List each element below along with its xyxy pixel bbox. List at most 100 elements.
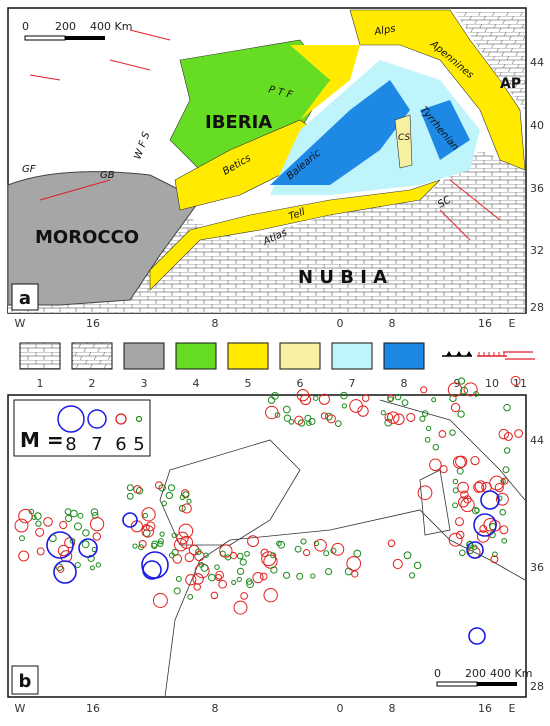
scale-label: 400 Km <box>90 20 132 33</box>
latitude-label: 40 <box>530 119 544 132</box>
magnitude-symbol <box>57 405 85 433</box>
magnitude-label: 5 <box>133 434 144 455</box>
latitude-label: 36 <box>530 561 544 574</box>
epicenter <box>351 570 359 578</box>
epicenter <box>74 561 81 569</box>
epicenter <box>494 483 504 493</box>
epicenter <box>126 492 134 500</box>
epicenter <box>270 566 278 574</box>
epicenter <box>193 583 201 591</box>
epicenter <box>394 393 402 401</box>
epicenter <box>325 568 333 576</box>
epicenter <box>173 537 188 552</box>
epicenter <box>138 544 144 551</box>
legend-label: 7 <box>349 377 356 390</box>
epicenter <box>178 504 186 512</box>
epicenter <box>142 529 151 537</box>
epicenter <box>419 415 426 422</box>
legend-swatch <box>279 342 321 370</box>
epicenter <box>276 540 282 547</box>
epicenter <box>447 382 463 397</box>
legend-label: 6 <box>297 377 304 390</box>
epicenter <box>270 552 277 559</box>
epicenter <box>401 399 409 406</box>
scale-label: 200 <box>55 20 76 33</box>
feature-label: Tell <box>287 207 307 223</box>
large-epicenter <box>46 531 74 559</box>
epicenter <box>346 556 362 571</box>
epicenter <box>420 386 428 394</box>
magnitude-prefix: M = <box>20 428 64 452</box>
epicenter <box>141 524 155 538</box>
epicenter <box>132 543 138 549</box>
epicenter <box>283 571 291 579</box>
epicenter <box>277 540 286 549</box>
epicenter <box>274 412 281 418</box>
epicenter <box>457 410 465 418</box>
epicenter <box>59 520 68 530</box>
longitude-label: 0 <box>337 317 344 330</box>
epicenter <box>460 386 469 395</box>
epicenter <box>282 405 291 414</box>
epicenter <box>318 393 330 405</box>
feature-label: Alps <box>373 23 397 38</box>
fault-lines <box>29 29 501 241</box>
epicenter <box>472 544 478 550</box>
epicenter <box>314 538 327 552</box>
epicenter <box>403 551 412 560</box>
epicenter <box>304 414 312 422</box>
alps-apennines-belt <box>349 9 526 171</box>
epicenter <box>91 511 99 519</box>
legend-swatch <box>383 342 425 370</box>
epicenter <box>239 558 247 566</box>
epicenter <box>299 394 312 406</box>
epicenter <box>165 491 173 500</box>
epicenter <box>357 405 369 417</box>
longitude-label: 16 <box>86 702 100 715</box>
epicenter <box>64 514 73 523</box>
epicenter <box>138 539 147 549</box>
epicenter <box>386 411 400 424</box>
epicenter <box>185 574 197 586</box>
corsica-sardinia <box>394 114 413 169</box>
epicenter <box>438 430 447 438</box>
large-epicenter <box>466 541 484 559</box>
epicenter <box>159 531 165 537</box>
magnitude-label: 7 <box>91 434 102 455</box>
legend: 1 2 3 4 5 6 7 8 9 10 11 <box>19 342 535 390</box>
epicenter <box>194 550 205 562</box>
magnitude-symbol <box>87 409 107 429</box>
magnitude-box <box>13 399 151 457</box>
legend-label: 11 <box>513 377 527 390</box>
epicenter <box>182 491 190 499</box>
epicenter <box>18 508 33 524</box>
legend-label: 4 <box>193 377 200 390</box>
longitude-label: 8 <box>389 317 396 330</box>
legend-label: 3 <box>141 377 148 390</box>
epicenter <box>265 405 279 420</box>
legend-label: 5 <box>245 377 252 390</box>
epicenter <box>267 396 276 404</box>
epicenter <box>296 388 310 402</box>
large-epicenter <box>142 560 162 580</box>
epicenter <box>501 477 509 485</box>
epicenter <box>151 542 158 550</box>
epicenter <box>259 572 268 581</box>
epicenter <box>334 420 342 427</box>
legend-symbol <box>466 351 472 356</box>
epicenter <box>34 512 42 520</box>
longitude-label: 16 <box>478 702 492 715</box>
epicenter <box>380 410 386 416</box>
latitude-label: 28 <box>530 301 544 314</box>
epicenter <box>473 481 485 493</box>
epicenter <box>157 540 164 548</box>
epicenter <box>490 555 499 564</box>
epicenter <box>176 531 189 545</box>
epicenter <box>200 563 209 572</box>
epicenter <box>361 394 370 402</box>
latitude-label: 44 <box>530 434 544 447</box>
epicenter <box>210 591 219 600</box>
panel-b: M = 8 7 6 5 0 200 400 Km b <box>7 375 532 698</box>
epicenter <box>473 391 479 397</box>
